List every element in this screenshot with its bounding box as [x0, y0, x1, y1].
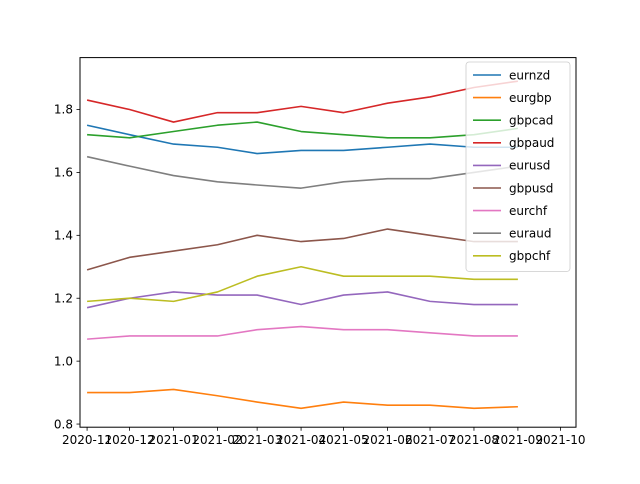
- y-tick-label: 1.0: [54, 354, 73, 368]
- series-line-gbpcad: [87, 121, 519, 139]
- legend-label-gbpchf: gbpchf: [509, 249, 551, 263]
- x-tick-label: 2021-06: [362, 433, 412, 447]
- y-axis: 0.8 1.0 1.2 1.4 1.6 1.8: [54, 103, 80, 431]
- series-line-eurnzd: [86, 124, 518, 155]
- series-layer: [86, 80, 519, 410]
- x-tick-label: 2021-08: [449, 433, 499, 447]
- series-line-eurgbp: [87, 388, 518, 410]
- y-tick-label: 1.8: [54, 103, 73, 117]
- legend-label-eurnzd: eurnzd: [509, 68, 550, 82]
- series-line-eurusd: [86, 291, 518, 309]
- y-tick-label: 1.4: [54, 229, 73, 243]
- x-tick-label: 2021-03: [232, 433, 282, 447]
- y-tick-label: 1.2: [54, 291, 73, 305]
- x-tick-label: 2021-01: [148, 433, 198, 447]
- legend-label-eurusd: eurusd: [509, 159, 550, 173]
- x-axis: 2020-112020-122021-012021-022021-032021-…: [62, 427, 585, 447]
- legend-label-eurgbp: eurgbp: [509, 91, 552, 105]
- series-line-gbpusd: [86, 228, 518, 271]
- series-line-gbpchf: [87, 265, 518, 303]
- legend-label-gbpaud: gbpaud: [509, 136, 554, 150]
- series-line-euraud: [86, 155, 519, 189]
- x-tick-label: 2020-12: [105, 433, 155, 447]
- x-tick-label: 2021-05: [319, 433, 369, 447]
- legend: eurnzd eurgbp gbpcad gbpaud eurusd gbpusd eurc…: [465, 61, 571, 272]
- plot-frame: [79, 57, 577, 428]
- x-tick-label: 2021-04: [276, 433, 326, 447]
- x-tick-label: 2021-07: [405, 433, 455, 447]
- x-tick-label: 2021-10: [535, 433, 585, 447]
- x-tick-label: 2021-02: [192, 433, 242, 447]
- y-tick-label: 1.6: [54, 166, 73, 180]
- legend-label-euraud: euraud: [509, 227, 552, 241]
- legend-box: [465, 61, 571, 272]
- y-tick-label: 0.8: [54, 417, 73, 431]
- legend-label-eurchf: eurchf: [509, 204, 548, 218]
- series-line-gbpaud: [86, 80, 519, 123]
- legend-label-gbpusd: gbpusd: [509, 181, 553, 195]
- x-tick-label: 2020-11: [62, 433, 112, 447]
- x-tick-label: 2021-09: [493, 433, 543, 447]
- legend-label-gbpcad: gbpcad: [509, 114, 553, 128]
- series-line-eurchf: [87, 325, 518, 340]
